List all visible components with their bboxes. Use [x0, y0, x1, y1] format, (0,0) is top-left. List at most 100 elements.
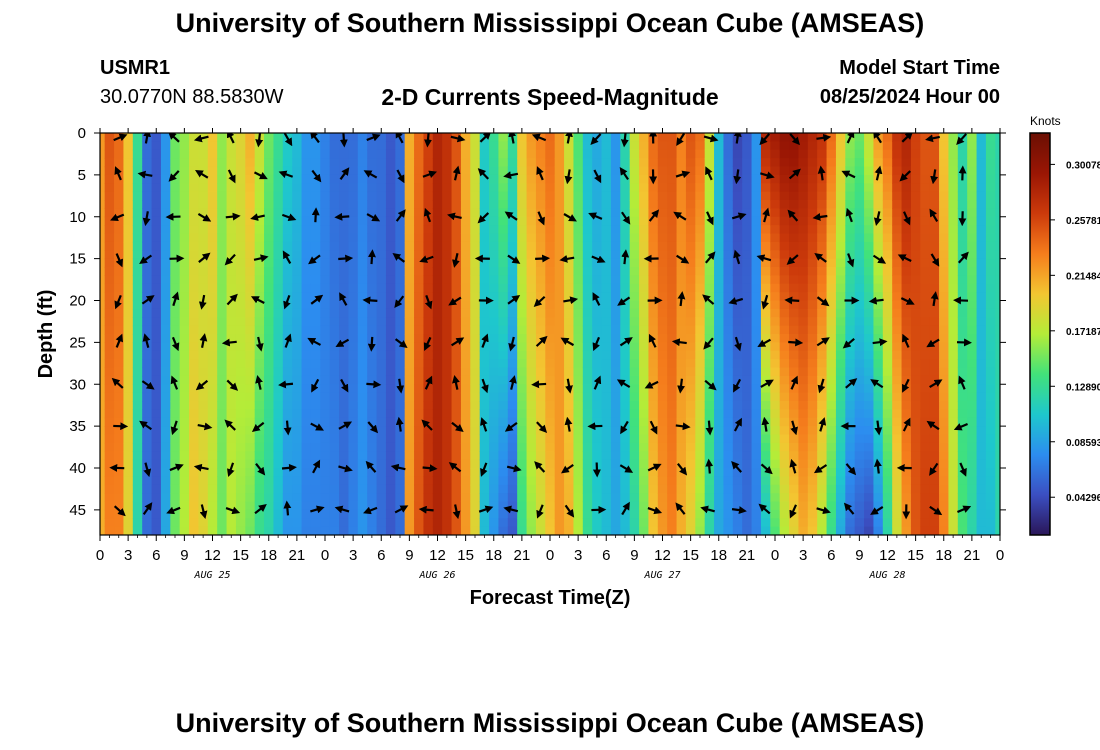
heatmap-cell: [685, 275, 696, 285]
heatmap-cell: [826, 417, 837, 427]
heatmap-cell: [723, 225, 734, 235]
heatmap-cell: [301, 325, 312, 335]
heatmap-cell: [798, 526, 809, 535]
heatmap-cell: [798, 476, 809, 486]
heatmap-cell: [517, 233, 528, 243]
current-arrow: [421, 419, 433, 431]
heatmap-cell: [245, 275, 256, 285]
heatmap-cell: [957, 308, 968, 318]
heatmap-cell: [442, 442, 453, 452]
heatmap-cell: [423, 225, 434, 235]
heatmap-cell: [498, 509, 509, 519]
heatmap-cell: [939, 468, 950, 477]
heatmap-cell: [779, 392, 790, 402]
heatmap-cell: [789, 174, 800, 184]
heatmap-cell: [385, 434, 396, 444]
heatmap-cell: [264, 375, 275, 385]
heatmap-cell: [648, 158, 659, 168]
heatmap-cell: [198, 409, 209, 419]
heatmap-cell: [245, 267, 256, 276]
heatmap-cell: [770, 233, 781, 243]
heatmap-cell: [432, 250, 443, 260]
heatmap-cell: [301, 468, 312, 477]
heatmap-cell: [320, 518, 331, 528]
heatmap-cell: [742, 518, 753, 528]
heatmap-cell: [123, 384, 134, 394]
heatmap-cell: [498, 241, 509, 251]
heatmap-cell: [948, 459, 959, 469]
heatmap-cell: [385, 375, 396, 385]
heatmap-cell: [760, 183, 771, 193]
heatmap-cell: [517, 241, 528, 251]
heatmap-cell: [864, 359, 875, 369]
heatmap-cell: [414, 367, 425, 377]
heatmap-cell: [592, 208, 603, 218]
heatmap-cell: [517, 493, 528, 503]
current-arrow: [957, 505, 972, 514]
heatmap-cell: [864, 241, 875, 251]
heatmap-cell: [873, 518, 884, 528]
heatmap-cell: [104, 468, 115, 477]
heatmap-cell: [385, 468, 396, 477]
heatmap-cell: [723, 526, 734, 535]
heatmap-cell: [385, 459, 396, 469]
heatmap-cell: [873, 359, 884, 369]
heatmap-cell: [104, 225, 115, 235]
heatmap-cell: [667, 484, 678, 494]
heatmap-cell: [573, 225, 584, 235]
heatmap-cell: [685, 317, 696, 327]
heatmap-cell: [751, 233, 762, 243]
heatmap-cell: [601, 225, 612, 235]
heatmap-cell: [254, 451, 265, 461]
heatmap-cell: [723, 200, 734, 209]
heatmap-cell: [629, 493, 640, 503]
heatmap-cell: [535, 325, 546, 335]
heatmap-cell: [198, 241, 209, 251]
heatmap-cell: [123, 493, 134, 503]
heatmap-cell: [667, 509, 678, 519]
heatmap-cell: [592, 258, 603, 268]
heatmap-cell: [554, 250, 565, 260]
heatmap-cell: [535, 225, 546, 235]
heatmap-cell: [235, 275, 246, 285]
heatmap-cell: [517, 401, 528, 410]
heatmap-cell: [704, 200, 715, 209]
heatmap-cell: [807, 468, 818, 477]
heatmap-cell: [395, 166, 406, 176]
heatmap-cell: [648, 141, 659, 151]
heatmap-cell: [657, 526, 668, 535]
heatmap-cell: [357, 300, 368, 310]
heatmap-cell: [142, 476, 153, 486]
heatmap-cell: [254, 233, 265, 243]
heatmap-cell: [601, 501, 612, 511]
heatmap-cell: [160, 468, 171, 477]
heatmap-cell: [573, 233, 584, 243]
heatmap-cell: [901, 317, 912, 327]
heatmap-cell: [685, 468, 696, 477]
heatmap-cell: [292, 526, 303, 535]
heatmap-cell: [254, 518, 265, 528]
heatmap-cell: [507, 183, 518, 193]
heatmap-cell: [976, 375, 987, 385]
heatmap-cell: [526, 526, 537, 535]
heatmap-cell: [517, 518, 528, 528]
heatmap-cell: [826, 174, 837, 184]
heatmap-cell: [367, 191, 378, 201]
heatmap-cell: [489, 308, 500, 318]
heatmap-cell: [770, 417, 781, 427]
heatmap-cell: [460, 250, 471, 260]
heatmap-cell: [845, 451, 856, 461]
heatmap-cell: [470, 468, 481, 477]
heatmap-cell: [770, 350, 781, 360]
heatmap-cell: [357, 283, 368, 293]
heatmap-cell: [151, 493, 162, 503]
heatmap-cell: [704, 308, 715, 318]
heatmap-cell: [976, 359, 987, 369]
heatmap-cell: [479, 233, 490, 243]
heatmap-cell: [685, 501, 696, 511]
heatmap-cell: [479, 174, 490, 184]
heatmap-cell: [432, 308, 443, 318]
current-arrow: [226, 293, 238, 306]
heatmap-cell: [760, 518, 771, 528]
heatmap-cell: [573, 133, 584, 142]
